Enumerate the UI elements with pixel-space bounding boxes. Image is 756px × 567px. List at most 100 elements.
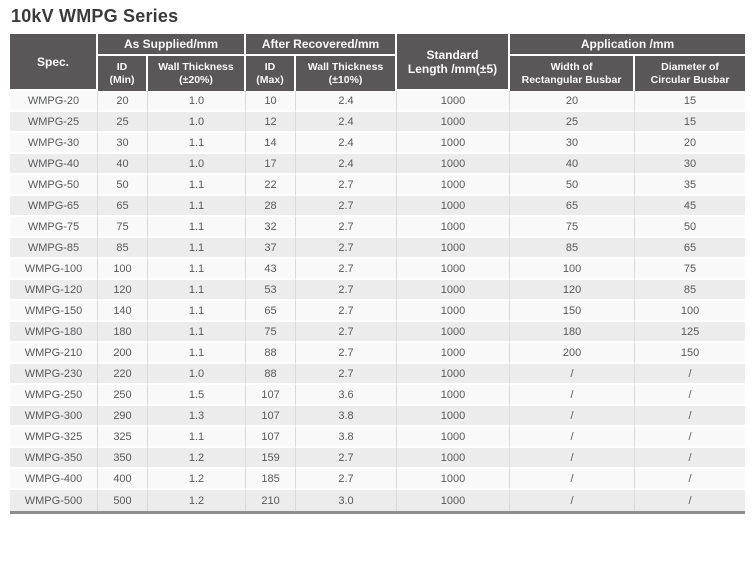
table-row: WMPG-40 40 1.0 17 2.4 1000 40 30	[10, 154, 746, 175]
cell-wall_thickness_20: 1.3	[148, 406, 247, 427]
cell-wall_thickness_10: 3.0	[296, 490, 398, 511]
cell-id_min: 500	[98, 490, 148, 511]
col-header-diameter-circular-busbar: Diameter of Circular Busbar	[635, 56, 746, 91]
cell-diameter_circular_busbar: /	[635, 406, 746, 427]
table-row: WMPG-85 85 1.1 37 2.7 1000 85 65	[10, 238, 746, 259]
header-line: ID	[264, 60, 276, 73]
header-line: (±10%)	[328, 73, 363, 86]
cell-id_max: 159	[246, 448, 297, 469]
cell-width_rectangular_busbar: 30	[510, 133, 636, 154]
cell-id_min: 85	[98, 238, 148, 259]
col-group-after-recovered: After Recovered/mm	[246, 34, 398, 56]
cell-id_min: 65	[98, 196, 148, 217]
cell-diameter_circular_busbar: 15	[635, 91, 746, 112]
table-body: WMPG-20 20 1.0 10 2.4 1000 20 15 WMPG-25 25 1.0 12 2…	[10, 91, 746, 511]
cell-spec: WMPG-250	[10, 385, 98, 406]
cell-standard_length: 1000	[397, 469, 511, 490]
table-row: WMPG-180 180 1.1 75 2.7 1000 180 125	[10, 322, 746, 343]
cell-id_min: 25	[98, 112, 148, 133]
cell-wall_thickness_20: 1.1	[148, 259, 247, 280]
header-line: Standard	[426, 47, 479, 62]
cell-spec: WMPG-210	[10, 343, 98, 364]
cell-id_max: 107	[246, 406, 297, 427]
cell-wall_thickness_10: 2.7	[296, 238, 398, 259]
cell-width_rectangular_busbar: /	[510, 364, 636, 385]
cell-width_rectangular_busbar: 150	[510, 301, 636, 322]
cell-id_min: 220	[98, 364, 148, 385]
cell-id_min: 20	[98, 91, 148, 112]
cell-wall_thickness_20: 1.0	[148, 112, 247, 133]
cell-diameter_circular_busbar: 20	[635, 133, 746, 154]
table-row: WMPG-100 100 1.1 43 2.7 1000 100 75	[10, 259, 746, 280]
col-header-width-rectangular-busbar: Width of Rectangular Busbar	[510, 56, 636, 91]
cell-width_rectangular_busbar: 200	[510, 343, 636, 364]
cell-wall_thickness_10: 2.7	[296, 196, 398, 217]
cell-spec: WMPG-180	[10, 322, 98, 343]
cell-width_rectangular_busbar: 25	[510, 112, 636, 133]
header-line: Wall Thickness	[307, 60, 384, 73]
cell-id_min: 140	[98, 301, 148, 322]
col-header-wall-thickness-10: Wall Thickness (±10%)	[296, 56, 398, 91]
cell-diameter_circular_busbar: 150	[635, 343, 746, 364]
cell-id_max: 53	[246, 280, 297, 301]
cell-spec: WMPG-400	[10, 469, 98, 490]
cell-standard_length: 1000	[397, 238, 511, 259]
cell-id_max: 28	[246, 196, 297, 217]
cell-wall_thickness_10: 2.7	[296, 343, 398, 364]
table-row: WMPG-120 120 1.1 53 2.7 1000 120 85	[10, 280, 746, 301]
table-row: WMPG-150 140 1.1 65 2.7 1000 150 100	[10, 301, 746, 322]
cell-id_max: 65	[246, 301, 297, 322]
cell-standard_length: 1000	[397, 196, 511, 217]
cell-width_rectangular_busbar: 120	[510, 280, 636, 301]
cell-id_min: 200	[98, 343, 148, 364]
cell-id_min: 400	[98, 469, 148, 490]
cell-id_max: 43	[246, 259, 297, 280]
cell-spec: WMPG-325	[10, 427, 98, 448]
cell-spec: WMPG-350	[10, 448, 98, 469]
cell-id_min: 250	[98, 385, 148, 406]
cell-width_rectangular_busbar: /	[510, 406, 636, 427]
cell-wall_thickness_10: 2.4	[296, 91, 398, 112]
cell-id_max: 10	[246, 91, 297, 112]
cell-width_rectangular_busbar: 100	[510, 259, 636, 280]
cell-width_rectangular_busbar: /	[510, 469, 636, 490]
header-line: Width of	[550, 60, 593, 73]
cell-standard_length: 1000	[397, 427, 511, 448]
cell-diameter_circular_busbar: 125	[635, 322, 746, 343]
cell-spec: WMPG-230	[10, 364, 98, 385]
cell-id_max: 32	[246, 217, 297, 238]
cell-spec: WMPG-500	[10, 490, 98, 511]
cell-spec: WMPG-85	[10, 238, 98, 259]
cell-spec: WMPG-50	[10, 175, 98, 196]
cell-diameter_circular_busbar: /	[635, 385, 746, 406]
cell-wall_thickness_10: 2.4	[296, 154, 398, 175]
table-row: WMPG-25 25 1.0 12 2.4 1000 25 15	[10, 112, 746, 133]
cell-wall_thickness_10: 2.4	[296, 112, 398, 133]
cell-wall_thickness_20: 1.1	[148, 238, 247, 259]
col-header-standard-length: Standard Length /mm(±5)	[397, 34, 511, 91]
cell-wall_thickness_10: 2.7	[296, 322, 398, 343]
cell-wall_thickness_10: 2.7	[296, 280, 398, 301]
cell-id_max: 75	[246, 322, 297, 343]
cell-id_min: 75	[98, 217, 148, 238]
cell-wall_thickness_20: 1.1	[148, 301, 247, 322]
cell-id_min: 50	[98, 175, 148, 196]
cell-width_rectangular_busbar: 50	[510, 175, 636, 196]
table-row: WMPG-75 75 1.1 32 2.7 1000 75 50	[10, 217, 746, 238]
cell-standard_length: 1000	[397, 154, 511, 175]
cell-spec: WMPG-40	[10, 154, 98, 175]
cell-wall_thickness_10: 2.7	[296, 259, 398, 280]
cell-diameter_circular_busbar: 45	[635, 196, 746, 217]
header-sub-row: ID (Min) Wall Thickness (±20%) ID (Max) …	[10, 56, 746, 91]
cell-spec: WMPG-20	[10, 91, 98, 112]
cell-spec: WMPG-30	[10, 133, 98, 154]
cell-id_max: 17	[246, 154, 297, 175]
cell-id_max: 88	[246, 364, 297, 385]
spec-table-container: Spec. As Supplied/mm After Recovered/mm …	[10, 34, 746, 514]
table-row: WMPG-30 30 1.1 14 2.4 1000 30 20	[10, 133, 746, 154]
cell-wall_thickness_10: 2.7	[296, 217, 398, 238]
cell-standard_length: 1000	[397, 301, 511, 322]
cell-standard_length: 1000	[397, 280, 511, 301]
table-row: WMPG-250 250 1.5 107 3.6 1000//	[10, 385, 746, 406]
table-row: WMPG-325 325 1.1 107 3.8 1000//	[10, 427, 746, 448]
